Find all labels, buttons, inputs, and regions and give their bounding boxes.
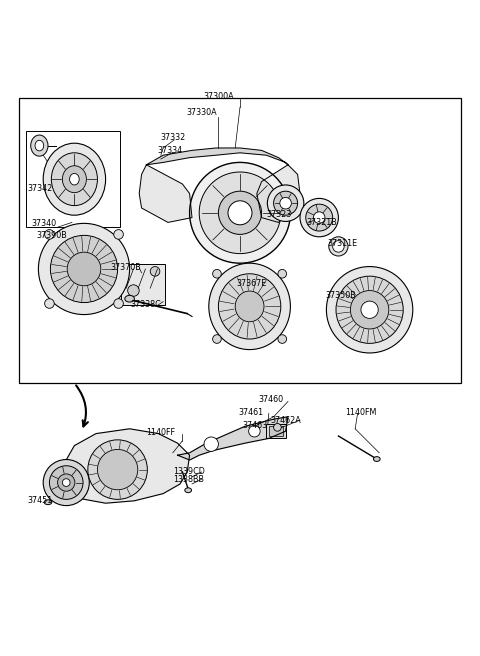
Polygon shape <box>178 417 288 460</box>
Polygon shape <box>146 148 288 165</box>
Circle shape <box>114 230 123 239</box>
Ellipse shape <box>43 143 106 215</box>
Text: 37340: 37340 <box>31 219 56 228</box>
Ellipse shape <box>274 191 298 215</box>
Ellipse shape <box>267 185 304 222</box>
Text: 37350B: 37350B <box>325 291 356 300</box>
Text: 37311E: 37311E <box>328 239 358 247</box>
Polygon shape <box>139 165 192 222</box>
Ellipse shape <box>185 488 192 493</box>
Ellipse shape <box>199 172 281 254</box>
Circle shape <box>213 335 221 343</box>
Text: 37332: 37332 <box>161 133 186 142</box>
Text: 37460: 37460 <box>259 396 284 405</box>
Circle shape <box>204 437 218 451</box>
Ellipse shape <box>361 301 378 318</box>
Text: 37338C: 37338C <box>131 300 161 310</box>
Text: 37370B: 37370B <box>110 262 141 272</box>
Ellipse shape <box>51 153 97 205</box>
Ellipse shape <box>31 135 48 156</box>
Bar <box>26 131 120 227</box>
Ellipse shape <box>58 474 75 491</box>
Ellipse shape <box>300 198 338 237</box>
Circle shape <box>274 424 281 431</box>
Ellipse shape <box>43 459 89 506</box>
Text: 37342: 37342 <box>27 184 53 194</box>
Circle shape <box>278 335 287 343</box>
Circle shape <box>128 285 139 297</box>
Circle shape <box>45 230 54 239</box>
Circle shape <box>249 426 260 437</box>
Text: 1339CD: 1339CD <box>173 468 204 476</box>
Text: 37367E: 37367E <box>236 279 266 289</box>
Text: 37323: 37323 <box>266 210 292 219</box>
Ellipse shape <box>35 140 44 151</box>
Ellipse shape <box>235 291 264 321</box>
Ellipse shape <box>67 252 101 286</box>
Ellipse shape <box>373 457 380 461</box>
Bar <box>269 426 283 436</box>
Circle shape <box>150 266 160 276</box>
Ellipse shape <box>209 263 290 350</box>
Ellipse shape <box>190 163 290 263</box>
Ellipse shape <box>218 274 281 339</box>
Text: 37461: 37461 <box>239 409 264 417</box>
Ellipse shape <box>50 236 118 302</box>
Ellipse shape <box>326 266 413 353</box>
Ellipse shape <box>44 500 52 504</box>
Ellipse shape <box>38 223 130 315</box>
Ellipse shape <box>350 291 389 329</box>
Text: 37462A: 37462A <box>271 416 301 424</box>
Ellipse shape <box>70 173 79 185</box>
Ellipse shape <box>329 237 348 256</box>
Bar <box>121 264 165 305</box>
Ellipse shape <box>62 479 70 486</box>
Polygon shape <box>62 429 190 503</box>
Ellipse shape <box>333 241 344 252</box>
Ellipse shape <box>88 440 147 499</box>
Text: 37463: 37463 <box>242 421 267 430</box>
Ellipse shape <box>228 201 252 225</box>
Text: 1140FF: 1140FF <box>146 428 175 437</box>
Bar <box>19 98 461 383</box>
Text: 37300A: 37300A <box>203 92 234 101</box>
Ellipse shape <box>306 204 333 231</box>
Circle shape <box>213 270 221 278</box>
Ellipse shape <box>218 191 262 234</box>
Circle shape <box>114 298 123 308</box>
Ellipse shape <box>125 295 134 302</box>
Text: 37390B: 37390B <box>36 231 67 240</box>
Circle shape <box>45 298 54 308</box>
Circle shape <box>278 270 287 278</box>
Text: 1338BB: 1338BB <box>173 475 204 483</box>
Ellipse shape <box>336 276 403 343</box>
Text: 37321B: 37321B <box>306 218 337 227</box>
Ellipse shape <box>280 197 291 209</box>
Ellipse shape <box>49 466 83 499</box>
Ellipse shape <box>97 449 138 490</box>
Text: 37451: 37451 <box>28 497 53 505</box>
Bar <box>266 424 286 438</box>
Text: 37334: 37334 <box>157 146 182 155</box>
Text: 1140FM: 1140FM <box>346 409 377 417</box>
Polygon shape <box>257 165 300 222</box>
Ellipse shape <box>313 212 325 223</box>
Text: 37330A: 37330A <box>186 108 217 117</box>
Ellipse shape <box>62 166 86 193</box>
